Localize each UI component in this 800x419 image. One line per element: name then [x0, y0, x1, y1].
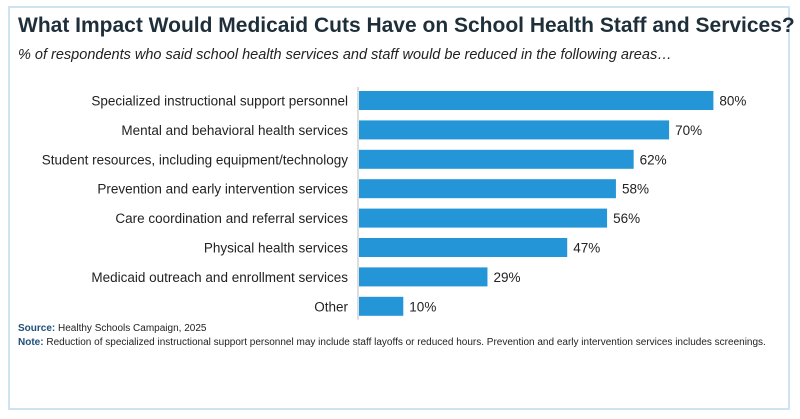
bar [359, 179, 616, 199]
bar [359, 120, 670, 140]
bar [359, 296, 404, 316]
bar [359, 267, 488, 287]
value-label: 10% [409, 299, 436, 314]
note-text: Reduction of specialized instructional s… [46, 337, 766, 348]
category-label: Mental and behavioral health services [121, 123, 348, 138]
source-line: Source: Healthy Schools Campaign, 2025 [18, 322, 778, 336]
note-label: Note: [18, 337, 44, 348]
value-label: 29% [493, 270, 520, 285]
bar [359, 149, 634, 169]
category-label: Student resources, including equipment/t… [42, 152, 348, 167]
chart-subtitle: % of respondents who said school health … [18, 47, 672, 63]
value-label: 58% [622, 182, 649, 197]
value-label: 62% [640, 152, 667, 167]
category-label: Specialized instructional support person… [91, 94, 348, 109]
category-label: Other [314, 299, 348, 314]
value-label: 56% [613, 211, 640, 226]
category-label: Medicaid outreach and enrollment service… [91, 270, 348, 285]
category-label: Prevention and early intervention servic… [97, 182, 348, 197]
value-label: 80% [719, 94, 746, 109]
value-label: 47% [573, 241, 600, 256]
bar [359, 91, 714, 110]
source-label: Source: [18, 323, 56, 334]
bar [359, 238, 568, 257]
chart-title: What Impact Would Medicaid Cuts Have on … [18, 14, 795, 37]
source-text: Healthy Schools Campaign, 2025 [58, 323, 207, 334]
chart-notes: Source: Healthy Schools Campaign, 2025 N… [18, 322, 778, 350]
category-label: Care coordination and referral services [115, 211, 348, 226]
chart-frame [8, 6, 790, 410]
note-line: Note: Reduction of specialized instructi… [18, 336, 778, 350]
bar [359, 208, 608, 228]
category-label: Physical health services [204, 241, 348, 256]
value-label: 70% [675, 123, 702, 138]
